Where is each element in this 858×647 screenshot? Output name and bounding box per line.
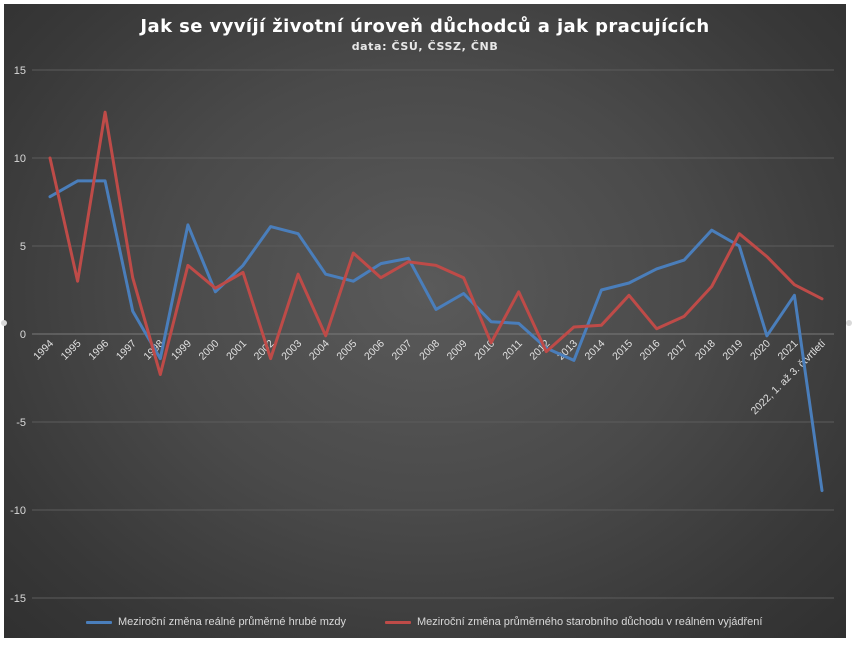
legend-label-pensions: Meziroční změna průměrného starobního dů… bbox=[417, 616, 763, 628]
y-tick-label: 5 bbox=[20, 241, 26, 253]
x-tick-label: 2009 bbox=[445, 338, 470, 363]
x-tick-label: 2005 bbox=[334, 338, 359, 363]
x-tick-label: 2017 bbox=[665, 338, 690, 363]
legend-label-wages: Meziroční změna reálné průměrné hrubé mz… bbox=[118, 616, 347, 628]
x-tick-label: 1994 bbox=[31, 338, 56, 363]
x-tick-label: 2011 bbox=[500, 338, 525, 363]
y-tick-label: 15 bbox=[14, 65, 26, 77]
x-tick-label: 1997 bbox=[114, 338, 139, 363]
y-tick-label: 0 bbox=[20, 329, 26, 341]
series-line-pensions[interactable] bbox=[48, 110, 824, 376]
chart-subtitle: data: ČSÚ, ČSSZ, ČNB bbox=[351, 40, 499, 53]
series-line-wages[interactable] bbox=[48, 179, 824, 493]
x-tick-label: 2008 bbox=[417, 338, 442, 363]
line-chart: 15 10 5 0 -5 -10 -15 1994 1995 1996 1997 1998 1999 2… bbox=[10, 65, 834, 605]
x-axis: 1994 1995 1996 1997 1998 1999 2000 2001 2002 2003… bbox=[31, 338, 828, 418]
x-tick-label: 2018 bbox=[693, 338, 718, 363]
x-tick-label: 2021 bbox=[776, 338, 801, 363]
x-tick-label: 2016 bbox=[638, 338, 663, 363]
x-tick-label: 2004 bbox=[307, 338, 332, 363]
x-tick-label: 1996 bbox=[86, 338, 111, 363]
y-axis: 15 10 5 0 -5 -10 -15 bbox=[10, 65, 26, 605]
x-tick-label: 2019 bbox=[720, 338, 745, 363]
chart-area[interactable]: Jak se vyvíjí životní úroveň důchodců a … bbox=[4, 4, 846, 638]
x-tick-label: 1999 bbox=[169, 338, 194, 363]
legend-item-wages: Meziroční změna reálné průměrné hrubé mz… bbox=[86, 616, 346, 628]
legend-item-pensions: Meziroční změna průměrného starobního dů… bbox=[385, 616, 762, 628]
x-tick-label: 2003 bbox=[279, 338, 304, 363]
x-tick-label: 1995 bbox=[59, 338, 84, 363]
x-tick-label: 2001 bbox=[224, 338, 249, 363]
y-tick-label: 10 bbox=[14, 153, 26, 165]
x-tick-label: 2006 bbox=[362, 338, 387, 363]
y-tick-label: -10 bbox=[10, 505, 26, 517]
y-tick-label: -15 bbox=[10, 593, 26, 605]
x-tick-label: 2007 bbox=[390, 338, 415, 363]
legend-swatch-blue bbox=[86, 620, 112, 624]
x-tick-label: 2015 bbox=[610, 338, 635, 363]
y-tick-label: -5 bbox=[16, 417, 26, 429]
resize-handle-right[interactable] bbox=[846, 320, 852, 326]
legend: Meziroční změna reálné průměrné hrubé mz… bbox=[4, 616, 846, 636]
x-tick-label: 2014 bbox=[583, 338, 608, 363]
chart-title: Jak se vyvíjí životní úroveň důchodců a … bbox=[140, 16, 710, 37]
x-tick-label: 2000 bbox=[197, 338, 222, 363]
legend-swatch-red bbox=[385, 620, 411, 624]
gridlines bbox=[32, 69, 834, 599]
resize-handle-left[interactable] bbox=[1, 320, 7, 326]
x-tick-label: 2020 bbox=[748, 338, 773, 363]
series-lines bbox=[48, 110, 824, 493]
